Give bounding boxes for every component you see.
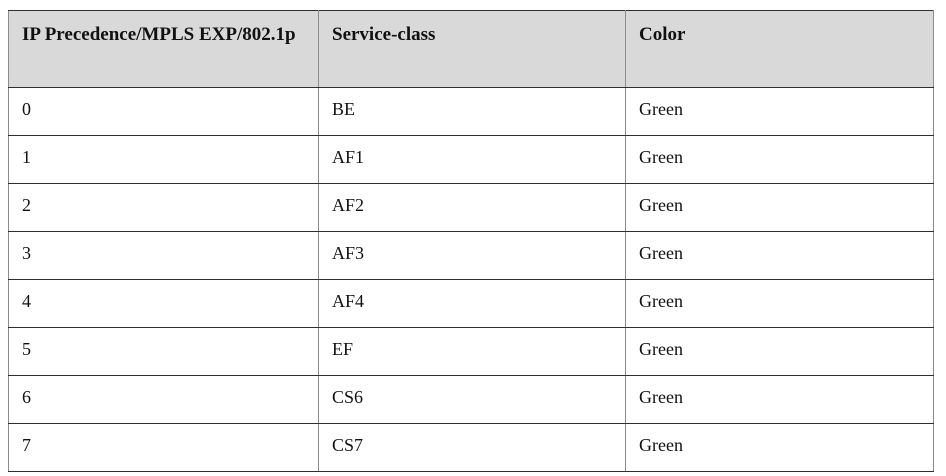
table-cell-precedence: 3 — [8, 231, 319, 280]
table-cell-precedence: 5 — [8, 327, 319, 376]
table-cell-precedence: 4 — [8, 279, 319, 328]
header-row: IP Precedence/MPLS EXP/802.1p Service-cl… — [8, 10, 934, 88]
table-cell-precedence: 6 — [8, 375, 319, 424]
qos-mapping-table: IP Precedence/MPLS EXP/802.1p Service-cl… — [8, 10, 934, 472]
header-cell-ip-precedence: IP Precedence/MPLS EXP/802.1p — [8, 10, 319, 88]
table-cell-color: Green — [625, 375, 934, 424]
table-cell-precedence: 2 — [8, 183, 319, 232]
table-row: 5 EF Green — [8, 327, 934, 376]
table-cell-color: Green — [625, 327, 934, 376]
table-cell-precedence: 1 — [8, 135, 319, 184]
table-row: 2 AF2 Green — [8, 183, 934, 232]
table-cell-color: Green — [625, 231, 934, 280]
table-row: 4 AF4 Green — [8, 279, 934, 328]
header-cell-color: Color — [625, 10, 934, 88]
table-cell-service-class: AF3 — [318, 231, 626, 280]
table-cell-color: Green — [625, 87, 934, 136]
table-cell-color: Green — [625, 135, 934, 184]
table-cell-precedence: 7 — [8, 423, 319, 472]
table-cell-precedence: 0 — [8, 87, 319, 136]
table-cell-service-class: AF2 — [318, 183, 626, 232]
table-cell-service-class: BE — [318, 87, 626, 136]
qos-mapping-table-container: IP Precedence/MPLS EXP/802.1p Service-cl… — [8, 10, 934, 472]
table-cell-service-class: CS6 — [318, 375, 626, 424]
table-cell-color: Green — [625, 279, 934, 328]
table-cell-service-class: AF1 — [318, 135, 626, 184]
table-row: 1 AF1 Green — [8, 135, 934, 184]
table-row: 3 AF3 Green — [8, 231, 934, 280]
table-cell-color: Green — [625, 183, 934, 232]
header-cell-service-class: Service-class — [318, 10, 626, 88]
table-row: 6 CS6 Green — [8, 375, 934, 424]
table-cell-service-class: CS7 — [318, 423, 626, 472]
table-cell-service-class: EF — [318, 327, 626, 376]
table-row: 0 BE Green — [8, 87, 934, 136]
table-row: 7 CS7 Green — [8, 423, 934, 472]
table-cell-color: Green — [625, 423, 934, 472]
table-cell-service-class: AF4 — [318, 279, 626, 328]
